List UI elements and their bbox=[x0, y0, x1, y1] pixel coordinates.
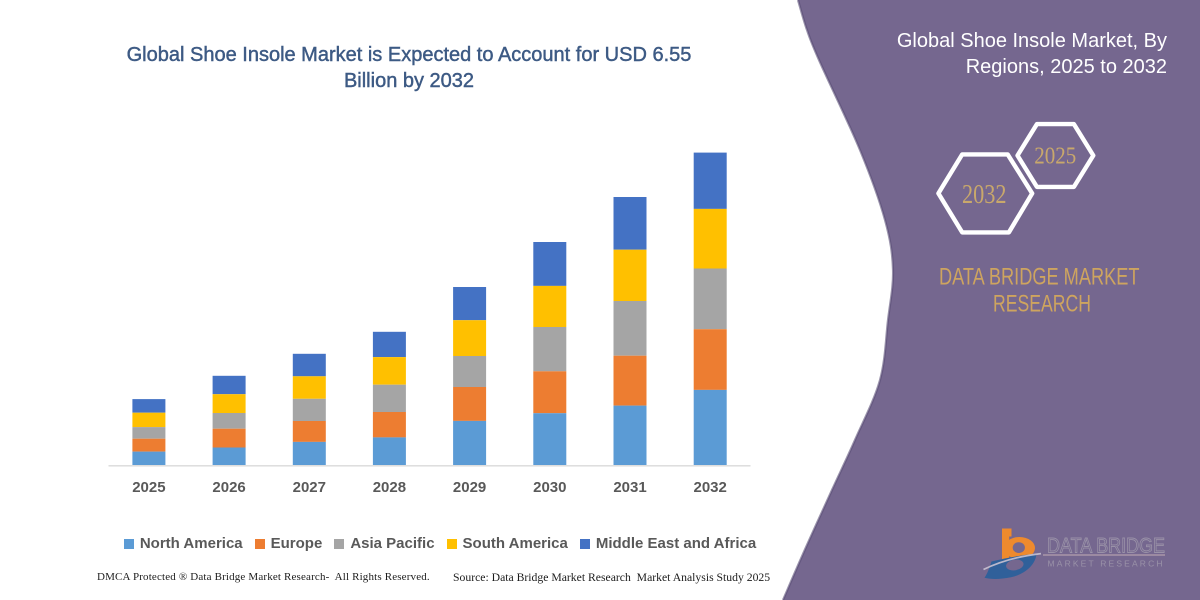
svg-text:DATA BRIDGE MARKET: DATA BRIDGE MARKET bbox=[939, 263, 1140, 290]
svg-text:2032: 2032 bbox=[962, 179, 1007, 209]
svg-text:MARKET RESEARCH: MARKET RESEARCH bbox=[1048, 559, 1163, 569]
svg-text:2025: 2025 bbox=[1034, 143, 1076, 169]
svg-text:DATA BRIDGE: DATA BRIDGE bbox=[1047, 535, 1165, 558]
svg-text:RESEARCH: RESEARCH bbox=[993, 290, 1091, 317]
